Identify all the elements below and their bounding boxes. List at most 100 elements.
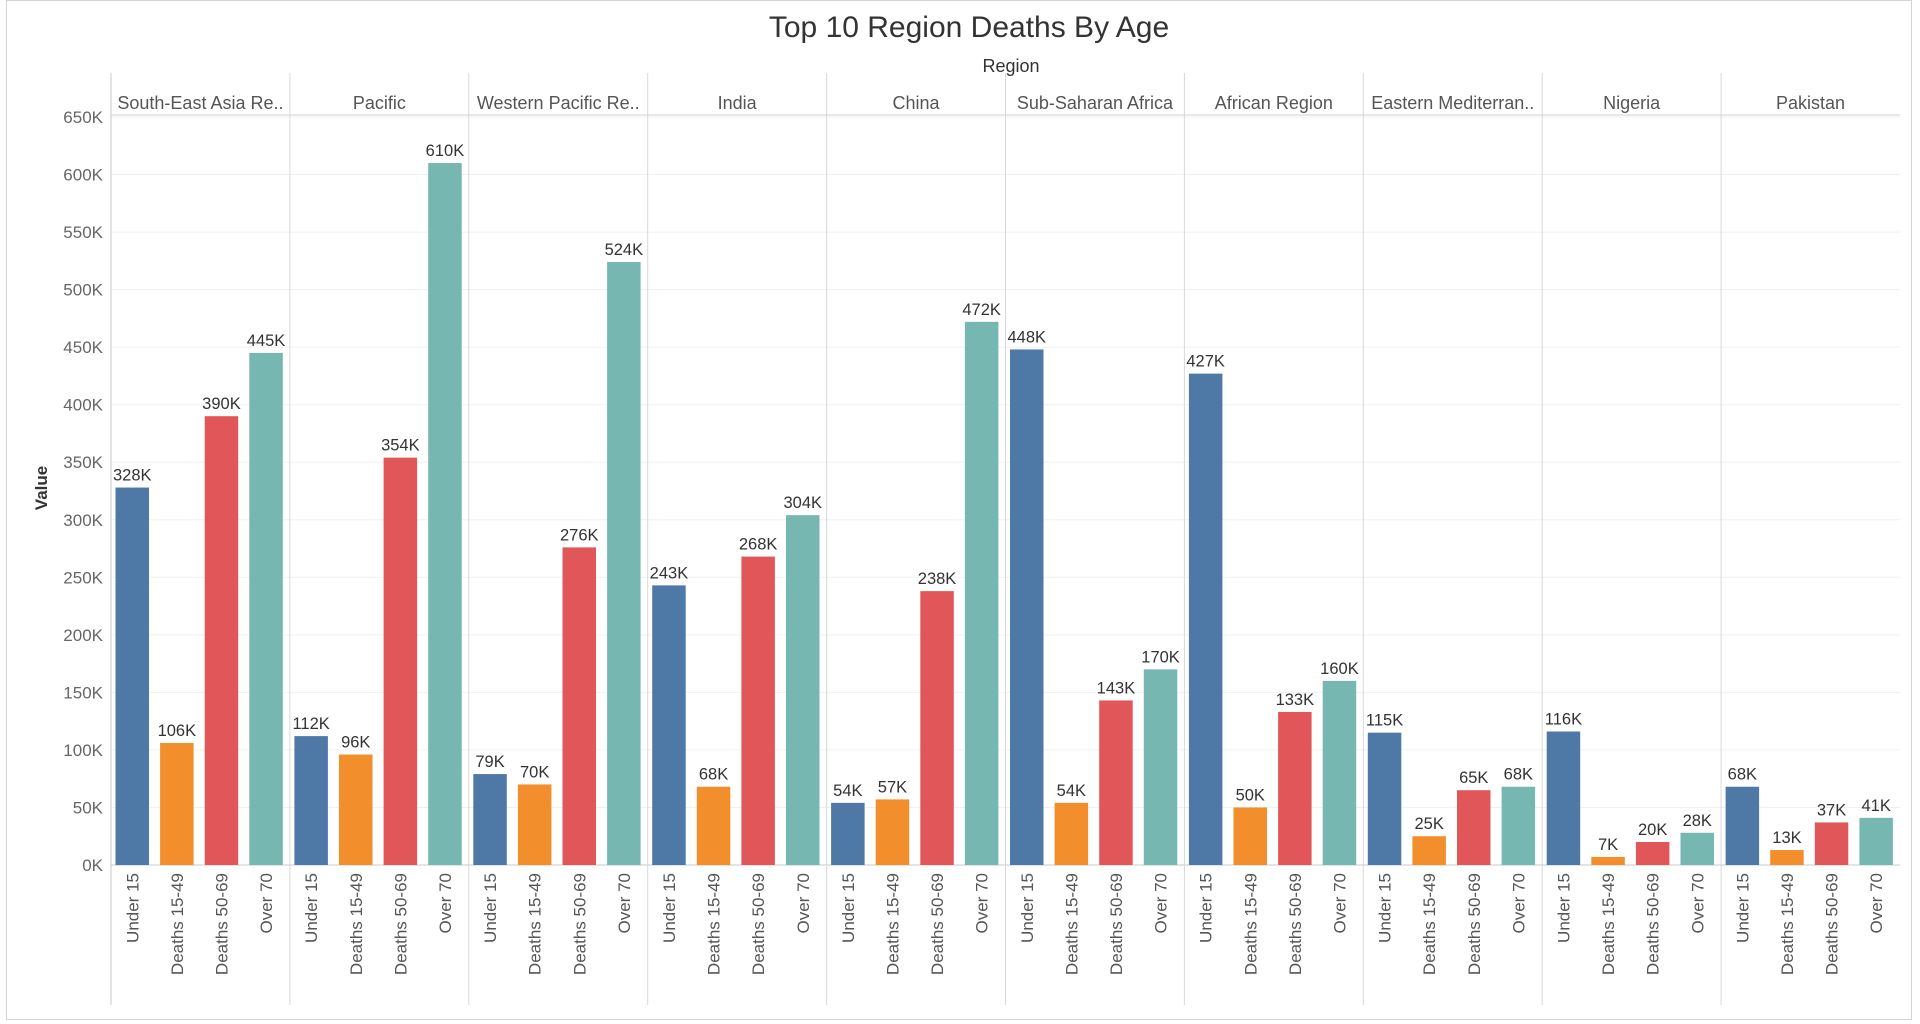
x-tick-label: Deaths 50-69 — [749, 873, 768, 975]
x-tick-label: Over 70 — [1509, 873, 1528, 933]
x-tick-label: Under 15 — [839, 873, 858, 943]
data-label: 65K — [1459, 769, 1488, 787]
bar — [517, 784, 552, 865]
x-tick-label: Deaths 50-69 — [1823, 873, 1842, 975]
data-label: 610K — [426, 142, 465, 160]
x-tick-label: Deaths 15-49 — [1241, 873, 1260, 975]
data-label: 170K — [1141, 648, 1180, 666]
data-label: 276K — [560, 526, 599, 544]
x-tick-label: Deaths 15-49 — [1778, 873, 1797, 975]
y-tick-label: 450K — [63, 338, 103, 357]
x-tick-label: Under 15 — [1197, 873, 1216, 943]
x-axis-ticks: Under 15 Deaths 15-49 Deaths 50-69 Over 70 U… — [123, 873, 1886, 975]
y-tick-label: 650K — [63, 108, 103, 127]
x-tick-label: Deaths 50-69 — [212, 873, 231, 975]
y-tick-label: 150K — [63, 683, 103, 702]
data-label: 143K — [1097, 679, 1136, 697]
data-label: 54K — [1057, 782, 1086, 800]
bar — [1859, 817, 1893, 865]
data-label: 448K — [1007, 328, 1046, 346]
x-tick-label: Deaths 15-49 — [1420, 873, 1439, 975]
bar — [249, 352, 283, 865]
region-header: China — [893, 93, 941, 113]
bar — [1501, 786, 1536, 865]
x-tick-label: Deaths 50-69 — [570, 873, 589, 975]
y-tick-label: 100K — [63, 741, 103, 760]
x-tick-label: Under 15 — [123, 873, 142, 943]
x-tick-label: Under 15 — [1554, 873, 1573, 943]
data-label: 68K — [1504, 766, 1533, 784]
bar-chart: Top 10 Region Deaths By Age Region Value… — [32, 11, 1900, 1005]
x-tick-label: Over 70 — [615, 873, 634, 933]
x-tick-label: Over 70 — [1688, 873, 1707, 933]
x-tick-label: Over 70 — [973, 873, 992, 933]
data-label: 68K — [699, 766, 728, 784]
bar — [1591, 856, 1625, 865]
bar — [875, 799, 910, 865]
bars — [115, 163, 1893, 865]
data-label: 25K — [1414, 815, 1443, 833]
bar — [741, 556, 775, 865]
x-tick-label: Under 15 — [302, 873, 321, 943]
x-tick-label: Under 15 — [660, 873, 679, 943]
bar — [428, 163, 462, 865]
x-tick-label: Deaths 50-69 — [1107, 873, 1126, 975]
data-label: 68K — [1728, 766, 1757, 784]
bar — [786, 515, 820, 865]
bar — [1457, 790, 1491, 865]
region-header: Nigeria — [1603, 93, 1661, 113]
x-tick-label: Over 70 — [436, 873, 455, 933]
x-tick-label: Deaths 15-49 — [526, 873, 545, 975]
region-header: Pacific — [353, 93, 406, 113]
data-label: 20K — [1638, 821, 1667, 839]
region-header: Eastern Mediterran.. — [1371, 93, 1534, 113]
data-label: 390K — [202, 395, 241, 413]
x-tick-label: Deaths 15-49 — [347, 873, 366, 975]
x-tick-label: Deaths 50-69 — [1644, 873, 1663, 975]
x-tick-label: Over 70 — [257, 873, 276, 933]
bar — [964, 321, 999, 865]
bar — [383, 457, 418, 865]
bar — [1725, 786, 1760, 865]
y-axis-ticks: 0K 50K 100K 150K 200K 250K 300K 350K 400K 450K 500… — [63, 108, 103, 875]
data-label: 328K — [113, 467, 152, 485]
region-header: India — [718, 93, 758, 113]
region-header: Pakistan — [1776, 93, 1845, 113]
bar — [294, 736, 328, 865]
region-header: Sub-Saharan Africa — [1017, 93, 1174, 113]
data-label: 96K — [341, 734, 370, 752]
bar — [1367, 732, 1402, 865]
column-header-region: Region — [982, 56, 1039, 76]
x-tick-label: Over 70 — [1330, 873, 1349, 933]
bar — [1546, 731, 1581, 865]
data-label: 54K — [833, 782, 862, 800]
x-tick-label: Over 70 — [1867, 873, 1886, 933]
bar — [339, 754, 373, 865]
data-labels: 328K 106K 390K 445K 112K 96K 354K 610K 79K 70K 276… — [113, 142, 1891, 854]
region-headers: South-East Asia Re.. Pacific Western Pacif… — [117, 93, 1845, 113]
x-tick-label: Deaths 50-69 — [928, 873, 947, 975]
y-tick-label: 500K — [63, 281, 103, 300]
y-tick-label: 250K — [63, 568, 103, 587]
x-tick-label: Deaths 15-49 — [705, 873, 724, 975]
panel-dividers — [110, 73, 1900, 1005]
region-header: African Region — [1215, 93, 1333, 113]
bar — [1680, 832, 1714, 865]
region-header: Western Pacific Re.. — [477, 93, 640, 113]
data-label: 238K — [918, 570, 957, 588]
bar — [1233, 807, 1267, 865]
data-label: 70K — [520, 763, 549, 781]
data-label: 524K — [605, 241, 644, 259]
y-tick-label: 400K — [63, 396, 103, 415]
x-tick-label: Under 15 — [1733, 873, 1752, 943]
data-label: 445K — [247, 332, 286, 350]
bar — [115, 487, 149, 865]
y-tick-label: 550K — [63, 223, 103, 242]
data-label: 133K — [1276, 691, 1315, 709]
y-tick-label: 200K — [63, 626, 103, 645]
x-tick-label: Over 70 — [1152, 873, 1171, 933]
bar — [1814, 822, 1849, 865]
region-header: South-East Asia Re.. — [117, 93, 283, 113]
data-label: 115K — [1366, 712, 1403, 730]
bar — [1143, 669, 1178, 865]
